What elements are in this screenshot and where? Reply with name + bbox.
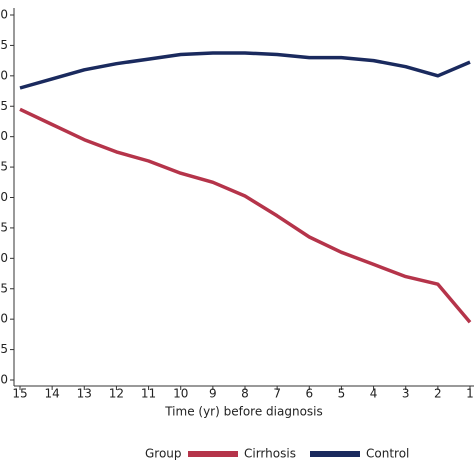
y-tick-label: .5	[0, 342, 8, 356]
x-tick-label: 5	[338, 387, 346, 401]
line-series	[19, 107, 472, 324]
legend-label: Control	[366, 447, 409, 461]
x-tick-label: 8	[241, 387, 249, 401]
y-tick-label: 0	[0, 68, 8, 82]
x-tick-label: 1	[466, 387, 474, 401]
y-tick-label: 0	[0, 373, 8, 387]
x-tick-label: 12	[109, 387, 124, 401]
y-tick-label: 5	[0, 160, 8, 174]
legend-swatch	[310, 451, 360, 457]
y-tick-label: 5	[0, 99, 8, 113]
x-tick-label: 4	[370, 387, 378, 401]
x-tick-label: 13	[77, 387, 92, 401]
legend-label: Cirrhosis	[244, 447, 296, 461]
x-tick-label: 9	[209, 387, 217, 401]
y-tick-label: 0	[0, 8, 8, 22]
x-tick-label: 6	[305, 387, 313, 401]
x-tick-label: 11	[141, 387, 156, 401]
x-axis-label: Time (yr) before diagnosis	[164, 405, 323, 419]
x-tick-label: 3	[402, 387, 410, 401]
x-tick-label: 7	[273, 387, 281, 401]
y-tick-label: 0	[0, 129, 8, 143]
legend-title: Group	[145, 447, 182, 461]
y-tick-label: 0	[0, 251, 8, 265]
y-tick-label: 5	[0, 38, 8, 52]
legend-swatch	[188, 451, 238, 457]
x-tick-label: 2	[434, 387, 442, 401]
y-tick-label: 0	[0, 190, 8, 204]
y-tick-label: .5	[0, 281, 8, 295]
x-tick-label: 10	[173, 387, 188, 401]
x-tick-label: 15	[12, 387, 27, 401]
line-series	[19, 51, 471, 90]
y-tick-label: 5	[0, 220, 8, 234]
y-tick-label: 0	[0, 312, 8, 326]
x-tick-label: 14	[45, 387, 60, 401]
